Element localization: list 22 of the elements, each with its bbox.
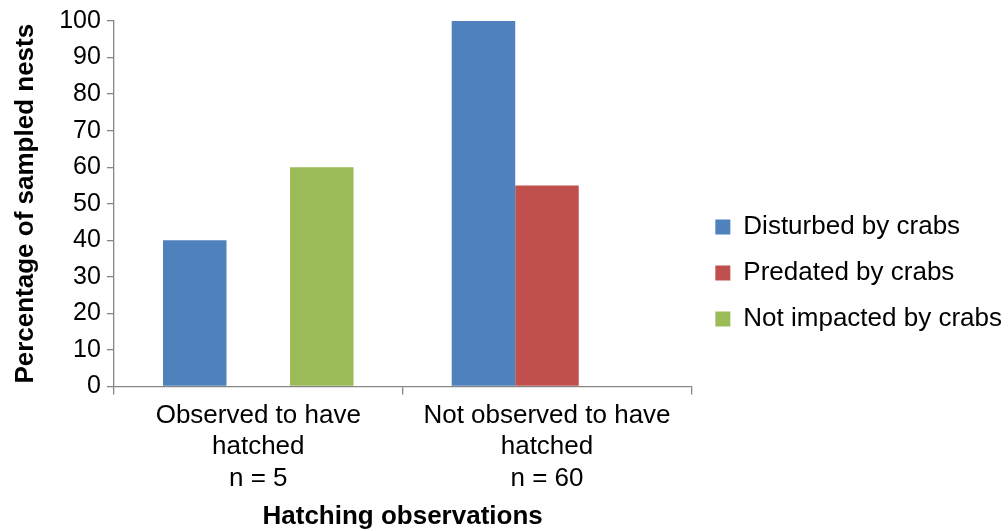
y-tick-label: 90 (73, 41, 101, 70)
x-axis-title: Hatching observations (262, 500, 543, 531)
y-tick-label: 10 (73, 333, 101, 362)
x-tick-label: Observed to have hatched n = 5 (155, 399, 361, 492)
y-tick-label: 30 (73, 260, 101, 289)
bar (451, 21, 516, 386)
legend-label: Not impacted by crabs (743, 302, 1002, 333)
bar (290, 167, 354, 386)
y-tick-label: 60 (73, 151, 101, 180)
y-axis-title: Percentage of sampled nests (8, 23, 39, 384)
y-tick-label: 100 (59, 4, 101, 33)
y-tick-label: 0 (87, 370, 101, 399)
y-tick-label: 70 (73, 114, 101, 143)
y-tick-label: 80 (73, 77, 101, 106)
x-tick-label: Not observed to have hatched n = 60 (423, 399, 671, 492)
bar (162, 240, 227, 386)
y-tick-label: 40 (73, 224, 101, 253)
y-tick-label: 20 (73, 297, 101, 326)
legend-label: Disturbed by crabs (743, 210, 961, 241)
legend-label: Predated by crabs (743, 256, 955, 287)
y-tick-label: 50 (73, 187, 101, 216)
bar (515, 185, 579, 386)
